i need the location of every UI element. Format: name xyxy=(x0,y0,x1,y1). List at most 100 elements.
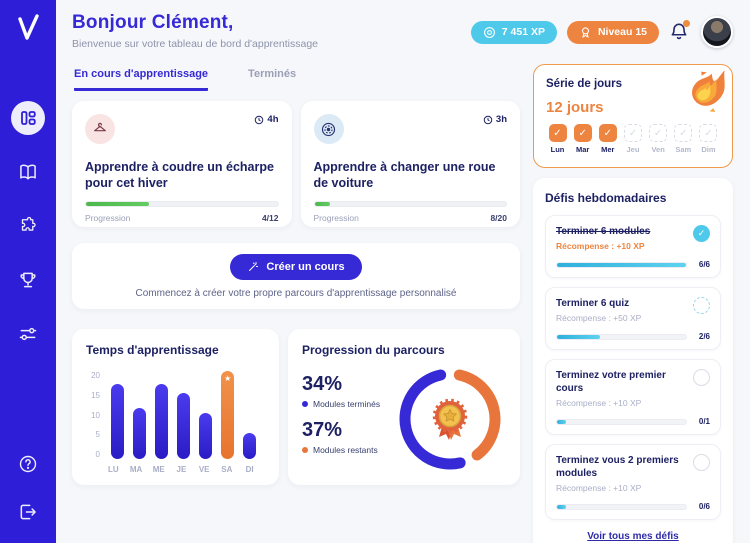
day-label: Lun xyxy=(550,145,565,154)
x-tick: DI xyxy=(245,465,254,474)
x-tick: VE xyxy=(198,465,210,474)
challenge-title: Terminer 6 quiz xyxy=(556,298,630,309)
challenge-status-icon xyxy=(693,454,710,471)
clock-icon xyxy=(483,115,493,124)
x-axis: LU MA ME JE VE SA DI xyxy=(86,459,265,474)
bar-SA[interactable]: ★ xyxy=(221,371,235,459)
puzzle-icon[interactable] xyxy=(11,209,45,243)
learning-time-chart-card: Temps d'apprentissage 20 15 10 5 0 ★ LU MA ME J… xyxy=(72,329,279,485)
y-axis: 20 15 10 5 0 xyxy=(86,371,102,459)
donut-arc xyxy=(453,369,501,461)
trophy-icon[interactable] xyxy=(11,263,45,297)
xp-badge-label: 7 451 XP xyxy=(501,26,545,38)
course-card-sewing[interactable]: 4h Apprendre à coudre un écharpe pour ce… xyxy=(72,101,292,227)
app-logo[interactable] xyxy=(12,12,44,49)
donut-chart xyxy=(399,369,501,470)
challenge-reward: Récompense : +50 XP xyxy=(556,313,642,323)
course-progress-bar xyxy=(313,201,507,207)
book-icon[interactable] xyxy=(11,155,45,189)
xp-badge[interactable]: 7 451 XP xyxy=(470,20,557,44)
course-card-tire[interactable]: 3h Apprendre à changer une roue de voitu… xyxy=(300,101,520,227)
see-all-challenges-link[interactable]: Voir tous mes défis xyxy=(587,531,679,542)
x-tick: SA xyxy=(221,465,233,474)
bar-ME[interactable] xyxy=(154,384,168,459)
challenge-progress-value: 6/6 xyxy=(698,260,710,269)
challenge-card[interactable]: Terminez votre premier cours Récompense … xyxy=(545,359,721,435)
page-subtitle: Bienvenue sur votre tableau de bord d'ap… xyxy=(72,38,319,50)
challenge-card[interactable]: Terminer 6 quiz Récompense : +50 XP 2/6 xyxy=(545,287,721,350)
check-icon: ✓ xyxy=(649,124,668,142)
chart-title: Progression du parcours xyxy=(302,343,445,357)
day-label: Dim xyxy=(701,145,716,154)
create-course-label: Créer un cours xyxy=(266,260,345,273)
challenge-progress-bar xyxy=(556,333,687,340)
streak-days: ✓ Lun ✓ Mar ✓ Mer ✓ Jeu ✓ Ven ✓ Sam ✓ Dim xyxy=(546,124,720,154)
day-label: Ven xyxy=(651,145,665,154)
y-tick: 10 xyxy=(91,410,100,420)
challenge-card[interactable]: Terminez vous 2 premiers modules Récompe… xyxy=(545,444,721,520)
x-tick: JE xyxy=(176,465,187,474)
help-icon[interactable] xyxy=(11,447,45,481)
x-tick: ME xyxy=(152,465,165,474)
legend-dot-remaining xyxy=(302,447,308,453)
challenge-reward: Récompense : +10 XP xyxy=(556,241,645,251)
medal-icon xyxy=(432,398,468,440)
streak-day-dim: ✓ Dim xyxy=(697,124,720,154)
tab-en-cours[interactable]: En cours d'apprentissage xyxy=(74,68,209,91)
streak-day-mar: ✓ Mar xyxy=(571,124,594,154)
right-panel: Série de jours 12 jours ✓ Lun ✓ Mar ✓ Mer ✓ Jeu… xyxy=(533,64,733,543)
progress-value: 8/20 xyxy=(490,213,507,223)
hanger-icon xyxy=(85,114,115,144)
weekly-challenges-card: Défis hebdomadaires Terminer 6 modules R… xyxy=(533,178,733,543)
streak-day-jeu: ✓ Jeu xyxy=(621,124,644,154)
sliders-icon[interactable] xyxy=(11,317,45,351)
day-label: Sam xyxy=(675,145,692,154)
x-tick: LU xyxy=(108,465,119,474)
bar-DI[interactable] xyxy=(243,432,257,459)
bar-VE[interactable] xyxy=(199,412,213,459)
avatar[interactable] xyxy=(701,16,733,48)
streak-day-mer: ✓ Mer xyxy=(596,124,619,154)
create-course-section: Créer un cours Commencez à créer votre p… xyxy=(72,243,520,309)
magic-wand-icon xyxy=(249,261,259,271)
course-duration: 3h xyxy=(495,114,507,125)
streak-day-lun: ✓ Lun xyxy=(546,124,569,154)
y-tick: 5 xyxy=(95,430,100,440)
challenge-card[interactable]: Terminer 6 modules Récompense : +10 XP ✓… xyxy=(545,215,721,278)
challenge-reward: Récompense : +10 XP xyxy=(556,483,642,493)
notifications-bell-icon[interactable] xyxy=(669,20,691,44)
challenge-status-icon xyxy=(693,369,710,386)
sidebar xyxy=(0,0,56,543)
streak-day-sam: ✓ Sam xyxy=(672,124,695,154)
dashboard-icon[interactable] xyxy=(11,101,45,135)
level-badge[interactable]: Niveau 15 xyxy=(566,20,659,44)
day-label: Jeu xyxy=(626,145,640,154)
coin-icon xyxy=(483,26,495,38)
bar-JE[interactable] xyxy=(176,393,190,459)
streak-card: Série de jours 12 jours ✓ Lun ✓ Mar ✓ Mer ✓ Jeu… xyxy=(533,64,733,168)
challenge-progress-value: 0/6 xyxy=(698,502,710,511)
progression-chart-card: Progression du parcours 34% Modules term… xyxy=(288,329,520,485)
tire-icon xyxy=(313,114,344,144)
challenge-progress-value: 2/6 xyxy=(698,332,710,341)
progress-label: Progression xyxy=(313,213,359,223)
page-title: Bonjour Clément, xyxy=(72,12,234,33)
challenge-reward: Récompense : +10 XP xyxy=(556,398,642,408)
create-course-button[interactable]: Créer un cours xyxy=(230,253,362,280)
main-area: Bonjour Clément, Bienvenue sur votre tab… xyxy=(56,0,750,543)
tab-termines[interactable]: Terminés xyxy=(248,68,297,80)
day-label: Mer xyxy=(601,145,615,154)
check-icon: ✓ xyxy=(699,124,718,142)
bar-MA[interactable] xyxy=(132,408,146,459)
logout-icon[interactable] xyxy=(11,495,45,529)
star-icon: ★ xyxy=(224,374,232,383)
challenge-title: Terminez votre premier cours xyxy=(556,370,666,394)
y-tick: 20 xyxy=(91,371,100,380)
chart-title: Temps d'apprentissage xyxy=(86,343,219,357)
streak-title: Série de jours xyxy=(546,78,623,90)
bar-LU[interactable] xyxy=(110,384,124,459)
clock-icon xyxy=(255,115,264,124)
challenge-progress-bar xyxy=(556,418,687,425)
main-column: En cours d'apprentissage Terminés xyxy=(72,64,520,543)
challenge-status-icon: ✓ xyxy=(693,225,710,242)
